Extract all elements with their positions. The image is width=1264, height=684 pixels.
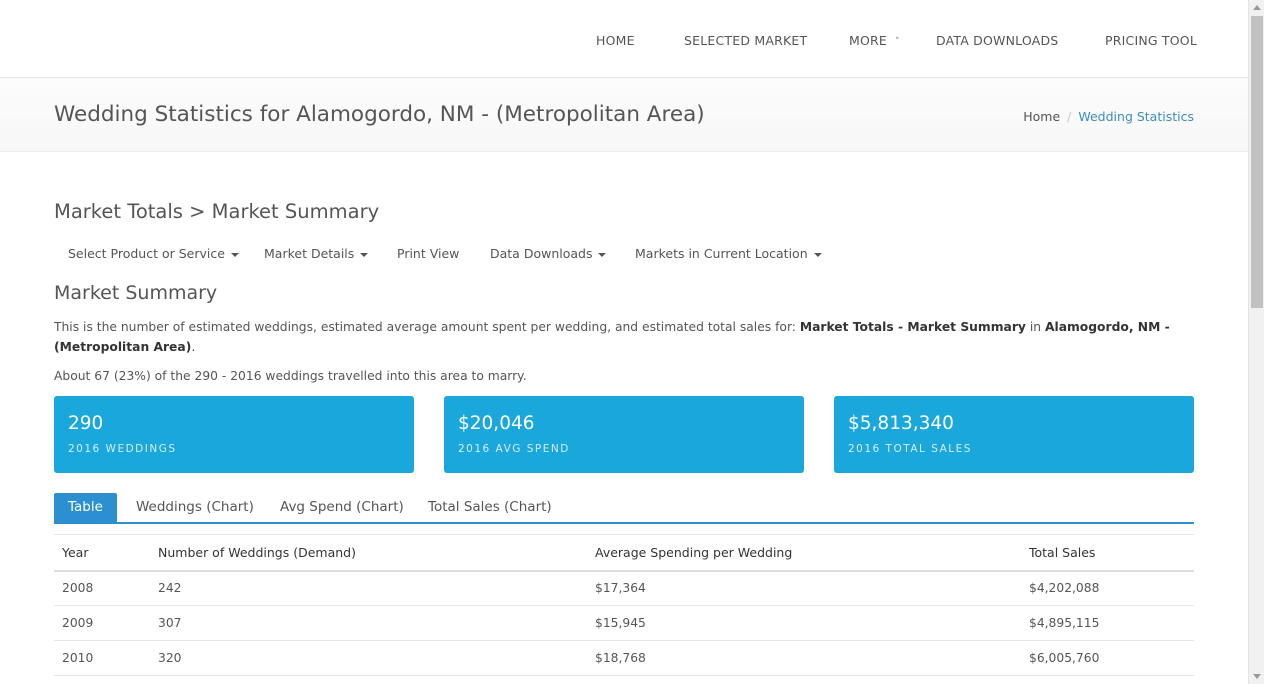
subnav-data-downloads-label: Data Downloads — [490, 246, 593, 261]
cell-year: 2008 — [54, 570, 150, 606]
cell-weddings: 307 — [150, 605, 587, 641]
stat-box-weddings: 290 2016 WEDDINGS — [54, 396, 414, 473]
subnav-select-product-label: Select Product or Service — [68, 246, 225, 261]
description-location: Alamogordo, NM - (Metropolitan Area) — [54, 320, 1170, 354]
column-header-total-sales: Total Sales — [1021, 534, 1194, 572]
chevron-down-icon: ˅ — [895, 37, 900, 47]
cell-avg-spending: $17,364 — [587, 570, 1021, 606]
page-header: Wedding Statistics for Alamogordo, NM - … — [0, 78, 1248, 152]
section-title: Market Totals > Market Summary — [54, 200, 380, 223]
travel-note: About 67 (23%) of the 290 - 2016 wedding… — [54, 369, 527, 383]
tab-total-sales-chart[interactable]: Total Sales (Chart) — [428, 499, 552, 515]
nav-pricing-tool[interactable]: PRICING TOOL — [1105, 33, 1198, 48]
wedding-stats-table: Year Number of Weddings (Demand) Average… — [54, 534, 1194, 676]
tab-table[interactable]: Table — [54, 493, 117, 522]
table-row: 2008 242 $17,364 $4,202,088 — [54, 570, 1194, 606]
subnav-select-product[interactable]: Select Product or Service — [68, 246, 239, 261]
cell-total-sales: $4,202,088 — [1021, 570, 1194, 606]
breadcrumb-current-link[interactable]: Wedding Statistics — [1078, 109, 1194, 124]
stat-label: 2016 TOTAL SALES — [848, 443, 972, 455]
description-prefix: This is the number of estimated weddings… — [54, 320, 800, 334]
nav-data-downloads[interactable]: DATA DOWNLOADS — [936, 33, 1059, 48]
nav-more[interactable]: MORE ˅ — [849, 33, 900, 48]
nav-more-label: MORE — [849, 33, 888, 48]
subnav-markets-current-location-label: Markets in Current Location — [635, 246, 808, 261]
page-title: Wedding Statistics for Alamogordo, NM - … — [54, 102, 705, 127]
breadcrumb-separator: / — [1067, 109, 1072, 124]
subnav-market-details-label: Market Details — [264, 246, 355, 261]
subnav-markets-current-location[interactable]: Markets in Current Location — [635, 246, 822, 261]
stat-value: 290 — [68, 413, 104, 434]
subnav-data-downloads[interactable]: Data Downloads — [490, 246, 607, 261]
stat-label: 2016 WEDDINGS — [68, 443, 177, 455]
nav-selected-market[interactable]: SELECTED MARKET — [684, 33, 808, 48]
cell-year: 2009 — [54, 605, 150, 641]
scroll-up-arrow-icon[interactable] — [1253, 5, 1261, 10]
cell-year: 2010 — [54, 640, 150, 676]
stat-value: $5,813,340 — [848, 413, 954, 434]
table-row: 2010 320 $18,768 $6,005,760 — [54, 640, 1194, 676]
stat-box-avg-spend: $20,046 2016 AVG SPEND — [444, 396, 804, 473]
top-navbar: HOME SELECTED MARKET MORE ˅ DATA DOWNLOAD… — [0, 0, 1248, 78]
cell-total-sales: $6,005,760 — [1021, 640, 1194, 676]
nav-home[interactable]: HOME — [596, 33, 635, 48]
cell-total-sales: $4,895,115 — [1021, 605, 1194, 641]
column-header-year: Year — [54, 534, 150, 572]
summary-title: Market Summary — [54, 282, 218, 304]
table-row: 2009 307 $15,945 $4,895,115 — [54, 605, 1194, 641]
breadcrumb-home-link[interactable]: Home — [1023, 109, 1061, 124]
description-market: Market Totals - Market Summary — [799, 320, 1026, 334]
caret-down-icon — [230, 252, 239, 257]
stat-label: 2016 AVG SPEND — [458, 443, 570, 455]
subnav-print-view[interactable]: Print View — [397, 246, 460, 261]
cell-weddings: 242 — [150, 570, 587, 606]
tab-avg-spend-chart[interactable]: Avg Spend (Chart) — [280, 499, 404, 515]
breadcrumb: Home / Wedding Statistics — [1023, 109, 1194, 124]
column-header-avg-spending: Average Spending per Wedding — [587, 534, 1021, 572]
vertical-scrollbar[interactable] — [1248, 0, 1264, 684]
scrollbar-thumb[interactable] — [1251, 16, 1263, 308]
cell-avg-spending: $15,945 — [587, 605, 1021, 641]
caret-down-icon — [813, 252, 822, 257]
caret-down-icon — [360, 252, 369, 257]
tab-weddings-chart[interactable]: Weddings (Chart) — [136, 499, 254, 515]
cell-weddings: 320 — [150, 640, 587, 676]
table-header-row: Year Number of Weddings (Demand) Average… — [54, 534, 1194, 572]
view-tabs: Table Weddings (Chart) Avg Spend (Chart)… — [54, 493, 1194, 524]
description-suffix: . — [191, 340, 196, 354]
summary-description: This is the number of estimated weddings… — [54, 317, 1199, 357]
stat-value: $20,046 — [458, 413, 535, 434]
subnav-market-details[interactable]: Market Details — [264, 246, 369, 261]
caret-down-icon — [598, 252, 607, 257]
scroll-down-arrow-icon[interactable] — [1253, 674, 1261, 679]
cell-avg-spending: $18,768 — [587, 640, 1021, 676]
description-middle: in — [1025, 320, 1045, 334]
column-header-weddings: Number of Weddings (Demand) — [150, 534, 587, 572]
stat-box-total-sales: $5,813,340 2016 TOTAL SALES — [834, 396, 1194, 473]
